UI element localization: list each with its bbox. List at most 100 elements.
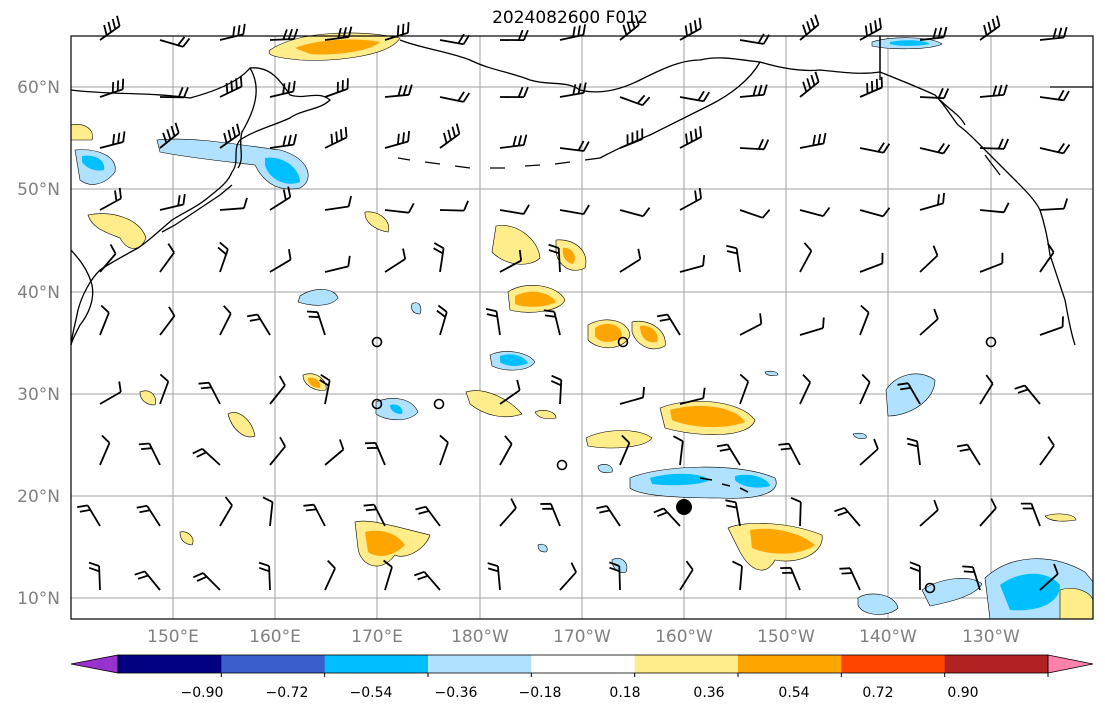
wind-barb <box>159 36 191 48</box>
wind-barb <box>559 140 590 152</box>
lon-label: 170°W <box>553 627 611 647</box>
wind-barb <box>269 249 292 273</box>
field-region <box>295 39 380 55</box>
field-region <box>537 543 548 553</box>
wind-barb <box>269 186 292 211</box>
wind-barb <box>324 255 351 273</box>
wind-barb <box>790 496 802 527</box>
wind-barb <box>919 245 939 273</box>
wind-barb <box>1039 563 1059 591</box>
wind-barb <box>979 202 1010 214</box>
wind-barb <box>499 134 528 149</box>
field-region <box>650 473 710 486</box>
wind-barb <box>780 566 801 591</box>
wind-barb <box>262 496 274 527</box>
field-region <box>297 289 339 306</box>
wind-barb <box>799 317 825 336</box>
wind-barb <box>550 374 563 405</box>
wind-barb <box>596 505 621 527</box>
wind-barb <box>859 76 883 98</box>
coastline-northwest <box>879 36 1093 88</box>
wind-barb <box>619 386 645 405</box>
wind-barb <box>834 506 861 527</box>
coastline-japan <box>70 249 94 346</box>
field-region <box>308 377 321 388</box>
lon-label: 160°W <box>655 627 713 647</box>
wind-barb <box>979 498 997 527</box>
wind-barb <box>548 243 561 273</box>
wind-barb <box>159 373 170 405</box>
wind-barb <box>415 505 441 527</box>
wind-barb <box>433 242 445 273</box>
colorbar-label: −0.36 <box>435 685 478 701</box>
wind-barb <box>897 382 921 405</box>
field-region <box>595 323 622 342</box>
wind-barb <box>439 200 469 212</box>
wind-barb <box>324 439 345 466</box>
wind-barb <box>99 434 111 466</box>
coastline-aleutians <box>397 157 601 169</box>
wind-barb <box>269 80 296 98</box>
lon-label: 130°W <box>962 627 1020 647</box>
wind-barb <box>159 243 175 273</box>
wind-barb <box>384 202 415 214</box>
wind-barb <box>619 207 651 218</box>
wind-barb <box>159 193 186 211</box>
colorbar: −0.90 −0.72 −0.54 −0.36 −0.18 0.18 0.36 … <box>70 654 1094 701</box>
wind-barb <box>269 375 286 405</box>
wind-barb <box>956 443 981 466</box>
wind-barb <box>77 504 101 527</box>
wind-barb <box>1039 89 1070 102</box>
wind-barb <box>979 84 1008 98</box>
lon-label: 140°W <box>859 627 917 647</box>
wind-barb <box>99 304 110 336</box>
field-region <box>1044 513 1077 522</box>
wind-barb <box>979 138 1010 150</box>
wind-barb <box>499 435 513 466</box>
field-region <box>562 247 575 264</box>
field-region <box>764 370 779 376</box>
wind-barb <box>540 502 561 527</box>
wind-barb <box>324 78 349 98</box>
wind-barb <box>543 309 561 336</box>
wind-barb <box>499 249 522 273</box>
wind-barb <box>859 142 891 154</box>
calm-wind-marker <box>985 336 997 348</box>
wind-barb <box>1039 198 1069 211</box>
wind-barb <box>619 94 651 107</box>
wind-barb <box>619 14 640 41</box>
wind-barb <box>859 252 884 273</box>
calm-wind-marker <box>924 582 936 594</box>
wind-barb <box>99 78 125 98</box>
wind-barb <box>487 562 501 591</box>
shaded-field-regions <box>70 32 1094 620</box>
wind-barb <box>859 17 882 41</box>
wind-barb <box>499 204 530 215</box>
wind-barb <box>319 373 331 405</box>
wind-barb <box>739 138 770 151</box>
wind-barb <box>559 562 577 591</box>
wind-barb <box>439 91 471 103</box>
wind-barb <box>198 381 221 405</box>
lat-label: 50°N <box>17 180 60 200</box>
coastline-hawaii <box>699 477 749 493</box>
colorbar-cell <box>841 655 946 673</box>
field-region <box>365 530 405 556</box>
field-region <box>1000 573 1060 611</box>
wind-barb <box>679 126 703 149</box>
wind-barb <box>839 567 861 591</box>
field-region <box>515 291 556 307</box>
chart-title: 2024082600 F012 <box>492 8 648 28</box>
wind-barbs <box>77 14 1071 591</box>
coastline-kamchatka <box>237 67 257 169</box>
wind-barb <box>219 75 243 98</box>
wind-barb <box>739 209 771 219</box>
field-region <box>921 578 983 607</box>
field-region <box>500 354 528 366</box>
wind-barb <box>436 304 448 336</box>
colorbar-label: −0.72 <box>266 685 309 701</box>
wind-barb <box>1039 142 1071 155</box>
lat-label: 10°N <box>17 589 60 609</box>
wind-barb <box>619 434 631 466</box>
wind-barb <box>134 570 161 591</box>
